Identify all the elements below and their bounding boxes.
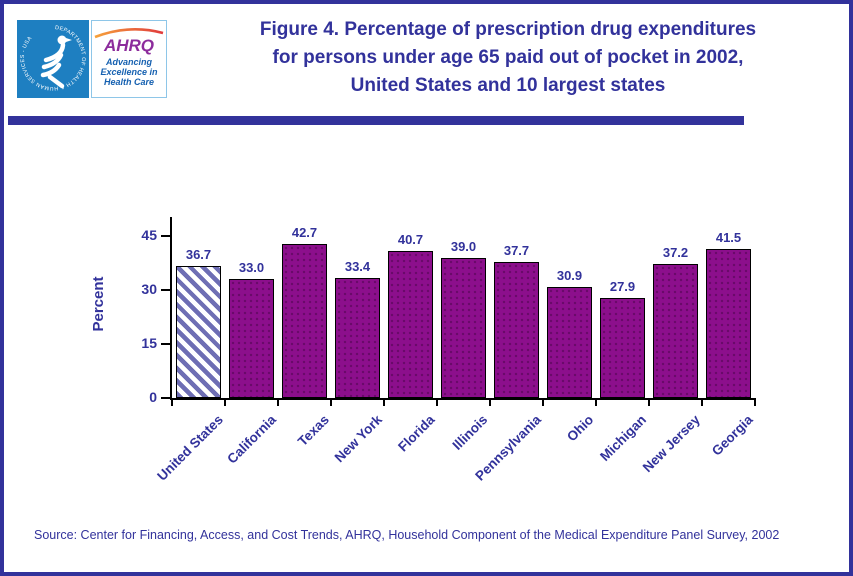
ahrq-tagline: Advancing Excellence in Health Care — [100, 57, 157, 87]
bar-value-label-new-york: 33.4 — [344, 259, 371, 274]
x-tick-mark — [277, 400, 279, 406]
bar-cell-new-york: 33.4 — [331, 219, 384, 398]
bar-cell-new-jersey: 37.2 — [649, 219, 702, 398]
x-axis-labels: United States California Texas New York Flor… — [154, 400, 756, 518]
x-tick-mark — [595, 400, 597, 406]
y-tick-label-0: 0 — [149, 389, 157, 405]
bar-value-label-new-jersey: 37.2 — [662, 245, 689, 260]
x-tick-mark — [489, 400, 491, 406]
x-label-florida: Florida — [395, 412, 438, 455]
bar-cell-california: 33.0 — [225, 219, 278, 398]
bar-georgia — [706, 249, 751, 398]
x-tick-mark — [171, 400, 173, 406]
ahrq-acronym: AHRQ — [103, 36, 155, 55]
bar-california — [229, 279, 274, 398]
bar-value-label-florida: 40.7 — [397, 232, 424, 247]
y-tick-label-15: 15 — [141, 335, 157, 351]
bar-illinois — [441, 258, 486, 398]
x-label-cell-texas: Texas — [278, 400, 332, 518]
x-label-cell-new-jersey: New Jersey — [639, 400, 702, 518]
bar-cell-florida: 40.7 — [384, 219, 437, 398]
bar-value-label-california: 33.0 — [238, 260, 265, 275]
x-label-cell-pennsylvania: Pennsylvania — [472, 400, 544, 518]
bar-value-label-ohio: 30.9 — [556, 268, 583, 283]
x-label-cell-new-york: New York — [331, 400, 384, 518]
bar-texas — [282, 244, 327, 398]
hhs-eagle-icon: DEPARTMENT OF HEALTH & HUMAN SERVICES - … — [20, 25, 86, 91]
x-tick-mark — [542, 400, 544, 406]
tagline-line: Advancing — [105, 57, 152, 67]
title-line-1: Figure 4. Percentage of prescription dru… — [259, 19, 757, 40]
bar-value-label-georgia: 41.5 — [715, 230, 742, 245]
bar-new-jersey — [653, 264, 698, 398]
y-tick-label-45: 45 — [141, 227, 157, 243]
bar-cell-united-states: 36.7 — [172, 219, 225, 398]
bar-value-label-pennsylvania: 37.7 — [503, 243, 530, 258]
x-label-cell-florida: Florida — [384, 400, 437, 518]
y-tick-mark — [161, 235, 170, 237]
ahrq-arc-icon — [94, 28, 164, 39]
x-tick-mark — [701, 400, 703, 406]
x-tick-mark — [754, 400, 756, 406]
y-tick-label-30: 30 — [141, 281, 157, 297]
x-label-michigan: Michigan — [597, 412, 650, 464]
figure-title: Figure 4. Percentage of prescription dru… — [172, 16, 844, 100]
x-label-ohio: Ohio — [564, 412, 597, 445]
bar-cell-texas: 42.7 — [278, 219, 331, 398]
x-label-new-york: New York — [331, 412, 385, 466]
bar-value-label-michigan: 27.9 — [609, 279, 636, 294]
x-label-georgia: Georgia — [708, 412, 756, 459]
bar-cell-pennsylvania: 37.7 — [490, 219, 543, 398]
x-label-cell-michigan: Michigan — [596, 400, 650, 518]
x-label-cell-georgia: Georgia — [702, 400, 756, 518]
x-tick-mark — [330, 400, 332, 406]
bar-new-york — [335, 278, 380, 398]
x-label-california: California — [223, 412, 279, 467]
y-tick-mark — [161, 289, 170, 291]
bar-value-label-illinois: 39.0 — [450, 239, 477, 254]
x-label-cell-united-states: United States — [154, 400, 226, 518]
bar-value-label-united-states: 36.7 — [185, 247, 212, 262]
bar-cell-georgia: 41.5 — [702, 219, 755, 398]
x-tick-mark — [436, 400, 438, 406]
bar-value-label-texas: 42.7 — [291, 225, 318, 240]
ahrq-logo: AHRQ Advancing Excellence in Health Care — [91, 20, 167, 98]
x-tick-mark — [383, 400, 385, 406]
x-label-cell-california: California — [223, 400, 279, 518]
source-note: Source: Center for Financing, Access, an… — [34, 528, 780, 542]
bar-cell-illinois: 39.0 — [437, 219, 490, 398]
x-tick-mark — [224, 400, 226, 406]
title-divider — [8, 116, 744, 125]
x-label-illinois: Illinois — [449, 412, 491, 453]
x-label-cell-ohio: Ohio — [543, 400, 596, 518]
x-label-cell-illinois: Illinois — [437, 400, 491, 518]
bar-cell-michigan: 27.9 — [596, 219, 649, 398]
bar-united-states — [176, 266, 221, 398]
x-label-new-jersey: New Jersey — [639, 412, 703, 476]
bar-pennsylvania — [494, 262, 539, 398]
hhs-seal: DEPARTMENT OF HEALTH & HUMAN SERVICES - … — [17, 20, 89, 98]
y-tick-mark — [161, 343, 170, 345]
x-label-united-states: United States — [153, 412, 226, 484]
y-axis-line — [170, 217, 172, 400]
bar-cell-ohio: 30.9 — [543, 219, 596, 398]
bar-michigan — [600, 298, 645, 398]
title-line-3: United States and 10 largest states — [350, 75, 666, 96]
y-tick-mark — [161, 397, 170, 399]
tagline-line: Excellence in — [100, 67, 158, 77]
x-label-texas: Texas — [294, 412, 332, 449]
title-line-2: for persons under age 65 paid out of poc… — [272, 47, 744, 68]
x-axis-line — [170, 398, 756, 400]
hhs-ahrq-logo: DEPARTMENT OF HEALTH & HUMAN SERVICES - … — [14, 17, 167, 101]
bar-florida — [388, 251, 433, 398]
plot-area: 36.7 33.0 42.7 33.4 40.7 39.0 37.7 30.9 27.9 37.2… — [172, 219, 755, 398]
x-tick-mark — [648, 400, 650, 406]
tagline-line: Health Care — [103, 77, 154, 87]
bar-ohio — [547, 287, 592, 398]
